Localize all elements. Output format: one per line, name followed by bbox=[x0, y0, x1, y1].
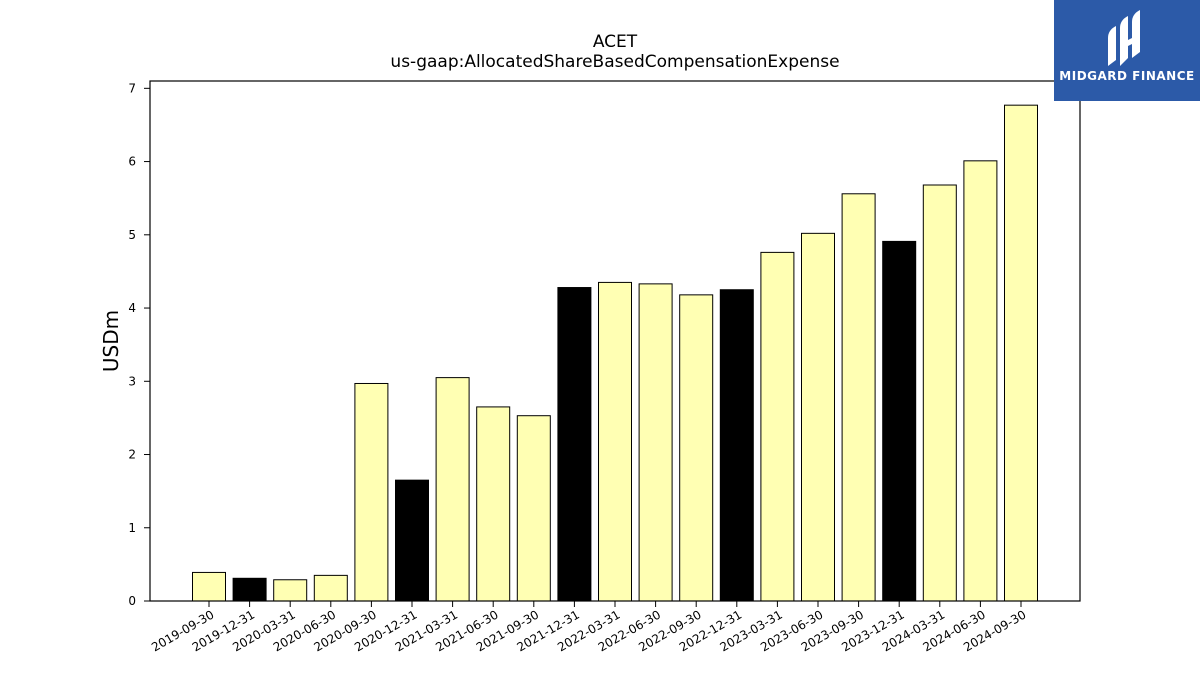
bar-2020-09-30 bbox=[354, 382, 389, 602]
bar-2024-09-30 bbox=[1004, 104, 1038, 602]
bar-2022-03-31 bbox=[598, 281, 632, 602]
bar-2022-12-31 bbox=[719, 289, 754, 602]
bar-2023-09-30 bbox=[841, 193, 876, 602]
y-tick-label: 3 bbox=[128, 374, 136, 388]
chart-title: ACET bbox=[592, 32, 638, 52]
y-tick-label: 0 bbox=[128, 594, 136, 608]
bar-2020-06-30 bbox=[313, 574, 348, 602]
bar-2022-09-30 bbox=[679, 294, 714, 602]
bar-2020-03-31 bbox=[273, 579, 308, 602]
bar-2023-06-30 bbox=[801, 232, 835, 602]
bar-2022-06-30 bbox=[638, 283, 673, 602]
bar-2019-12-31 bbox=[232, 577, 267, 602]
logo-mark-icon bbox=[1108, 10, 1140, 66]
bar-2024-03-31 bbox=[922, 184, 957, 602]
plot-frame bbox=[149, 80, 1081, 602]
bar-2023-12-31 bbox=[882, 240, 917, 602]
y-tick-label: 6 bbox=[128, 155, 136, 169]
bar-2019-09-30 bbox=[192, 571, 226, 602]
bar-2024-06-30 bbox=[963, 160, 998, 602]
chart-subtitle: us-gaap:AllocatedShareBasedCompensationE… bbox=[390, 52, 840, 72]
midgard-finance-logo: MIDGARD FINANCE bbox=[1054, 0, 1200, 101]
bar-2021-12-31 bbox=[557, 287, 592, 602]
y-tick-label: 5 bbox=[128, 228, 136, 242]
bar-2021-09-30 bbox=[516, 415, 551, 602]
y-tick-label: 2 bbox=[128, 448, 136, 462]
logo-text: MIDGARD FINANCE bbox=[1059, 69, 1195, 83]
y-tick-label: 1 bbox=[128, 521, 136, 535]
bar-2020-12-31 bbox=[395, 479, 429, 602]
y-tick-label: 4 bbox=[128, 301, 136, 315]
bar-2021-06-30 bbox=[476, 406, 511, 602]
bar-2021-03-31 bbox=[435, 377, 470, 602]
bar-2023-03-31 bbox=[760, 251, 795, 602]
y-axis-label: USDm bbox=[99, 310, 123, 372]
y-tick-label: 7 bbox=[128, 81, 136, 95]
